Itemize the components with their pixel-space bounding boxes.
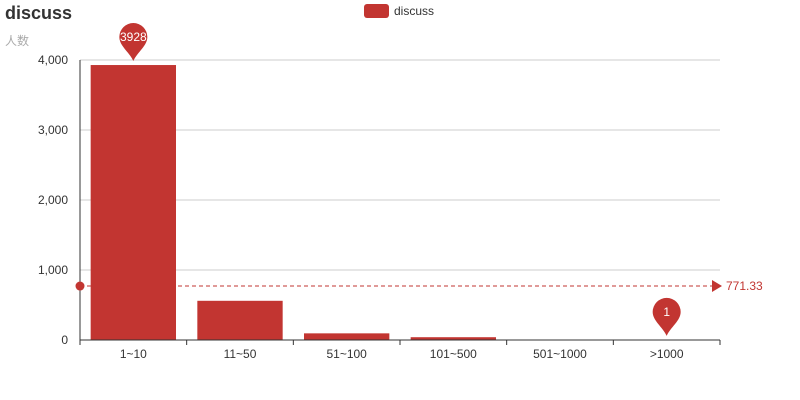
average-line-arrow	[712, 280, 722, 293]
bar[interactable]	[304, 333, 390, 340]
x-tick-label: 101~500	[430, 347, 477, 361]
pin-label: 3928	[120, 30, 147, 44]
y-tick-label: 2,000	[38, 193, 68, 207]
legend-item-discuss[interactable]: discuss	[364, 4, 434, 18]
x-tick-label: 51~100	[326, 347, 367, 361]
average-line-label: 771.33	[726, 279, 763, 293]
y-tick-label: 1,000	[38, 263, 68, 277]
x-tick-label: 11~50	[224, 347, 257, 361]
legend-swatch	[364, 4, 389, 18]
x-tick-label: 501~1000	[533, 347, 587, 361]
chart-title: discuss	[5, 3, 73, 23]
x-tick-label: >1000	[650, 347, 684, 361]
max-min-pin[interactable]	[652, 297, 681, 336]
legend-label: discuss	[394, 4, 435, 18]
y-axis-unit-label: 人数	[5, 34, 30, 48]
average-line-start-dot	[75, 281, 85, 291]
bar[interactable]	[197, 300, 283, 340]
max-min-pin[interactable]	[119, 23, 148, 62]
pin-label: 1	[663, 305, 670, 319]
y-tick-label: 3,000	[38, 123, 68, 137]
y-tick-label: 4,000	[38, 53, 68, 67]
bar[interactable]	[410, 337, 496, 340]
x-tick-label: 1~10	[120, 347, 147, 361]
bar[interactable]	[90, 65, 176, 340]
y-tick-label: 0	[61, 333, 68, 347]
